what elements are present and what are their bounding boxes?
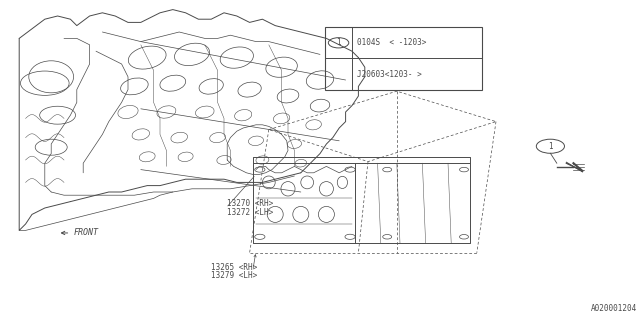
Text: 13272 <LH>: 13272 <LH> — [227, 208, 273, 217]
Text: FRONT: FRONT — [74, 228, 99, 237]
Text: 13279 <LH>: 13279 <LH> — [211, 271, 257, 280]
Text: 1: 1 — [336, 38, 341, 47]
Text: 13270 <RH>: 13270 <RH> — [227, 199, 273, 208]
Bar — [325, 27, 482, 90]
Text: 13265 <RH>: 13265 <RH> — [211, 263, 257, 272]
Text: 1: 1 — [548, 142, 553, 151]
Text: A020001204: A020001204 — [591, 304, 637, 313]
Text: J20603<1203- >: J20603<1203- > — [357, 69, 422, 78]
Text: 0104S  < -1203>: 0104S < -1203> — [357, 38, 426, 47]
